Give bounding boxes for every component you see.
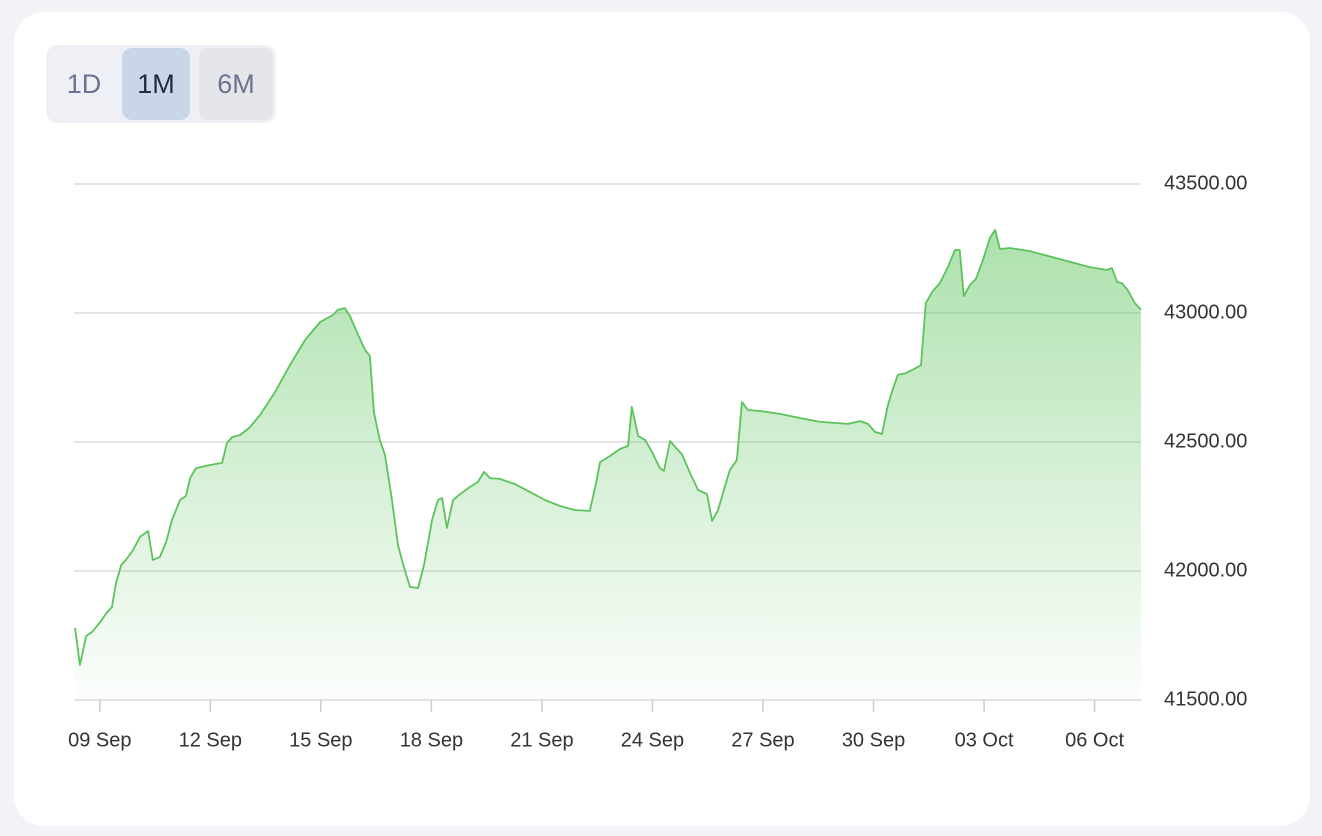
y-tick-label: 42000.00 xyxy=(1164,559,1247,581)
price-line xyxy=(74,229,1142,666)
x-tick-label: 18 Sep xyxy=(400,729,463,751)
range-selector: 1D 1M 6M xyxy=(46,45,276,123)
y-tick-label: 41500.00 xyxy=(1164,688,1247,710)
range-button[interactable]: 1M xyxy=(122,48,190,120)
x-tick-label: 06 Oct xyxy=(1065,729,1124,751)
y-tick-label: 43000.00 xyxy=(1164,301,1247,323)
y-tick-label: 42500.00 xyxy=(1164,430,1247,452)
x-tick-label: 12 Sep xyxy=(179,729,242,751)
area-fill xyxy=(75,229,1142,700)
x-tick-label: 15 Sep xyxy=(289,729,352,751)
x-tick-label: 30 Sep xyxy=(842,729,905,751)
range-button[interactable]: 1D xyxy=(66,69,102,99)
y-tick-label: 43500.00 xyxy=(1164,172,1247,194)
range-button[interactable]: 6M xyxy=(199,48,273,120)
x-tick-label: 21 Sep xyxy=(510,729,573,751)
x-tick-label: 27 Sep xyxy=(731,729,794,751)
x-tick-label: 09 Sep xyxy=(68,729,131,751)
x-tick-label: 03 Oct xyxy=(955,729,1014,751)
x-tick-label: 24 Sep xyxy=(621,729,684,751)
